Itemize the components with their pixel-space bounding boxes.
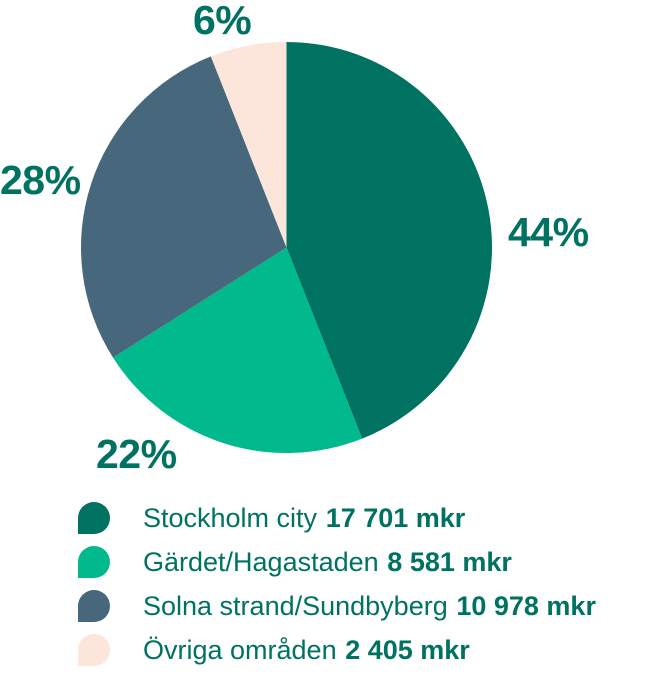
- legend: Stockholm city 17 701 mkr Gärdet/Hagastad…: [78, 502, 596, 666]
- legend-label: Solna strand/Sundbyberg: [143, 590, 448, 621]
- legend-swatch-icon: [78, 502, 110, 534]
- legend-label: Stockholm city: [143, 502, 318, 533]
- legend-item-stockholm-city: Stockholm city 17 701 mkr: [78, 502, 596, 534]
- legend-swatch-icon: [78, 634, 110, 666]
- legend-label: Övriga områden: [143, 634, 337, 665]
- pie-slice-1: [112, 247, 363, 453]
- pie-percent-label-gardet-hagastaden: 22%: [96, 431, 177, 477]
- pie-slice-0: [286, 42, 492, 439]
- pie-svg: [81, 42, 492, 453]
- pie-slice-2: [81, 56, 287, 358]
- pie-chart: [81, 42, 492, 453]
- legend-value: 17 701 mkr: [325, 502, 466, 533]
- pie-percent-label-ovriga-omraden: 6%: [193, 0, 252, 43]
- pie-percent-label-solna-strand-sundbyberg: 28%: [0, 157, 81, 203]
- legend-value: 2 405 mkr: [345, 634, 470, 665]
- pie-slice-3: [210, 42, 287, 248]
- legend-item-gardet-hagastaden: Gärdet/Hagastaden 8 581 mkr: [78, 546, 596, 578]
- pie-percent-label-stockholm-city: 44%: [508, 209, 589, 255]
- legend-item-ovriga-omraden: Övriga områden 2 405 mkr: [78, 634, 596, 666]
- legend-swatch-icon: [78, 546, 110, 578]
- legend-value: 8 581 mkr: [387, 546, 512, 577]
- legend-swatch-icon: [78, 590, 110, 622]
- legend-value: 10 978 mkr: [456, 590, 596, 621]
- legend-label: Gärdet/Hagastaden: [143, 546, 379, 577]
- legend-item-solna-strand-sundbyberg: Solna strand/Sundbyberg 10 978 mkr: [78, 590, 596, 622]
